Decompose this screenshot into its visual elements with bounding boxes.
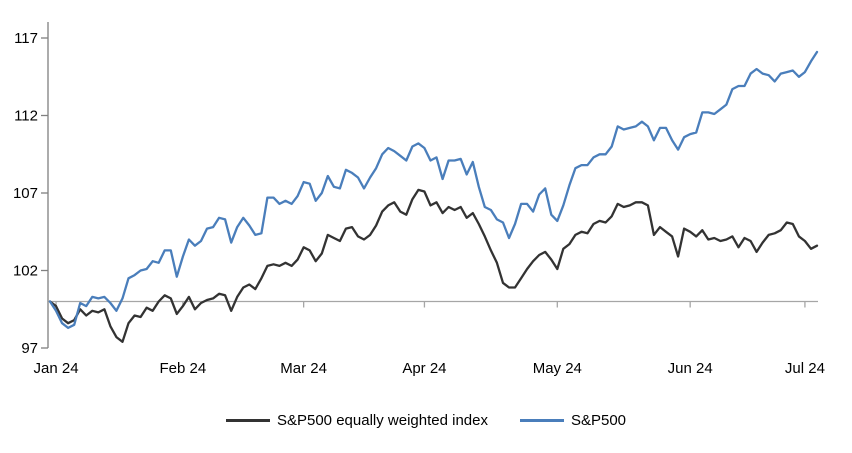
chart-legend: S&P500 equally weighted index S&P500	[0, 412, 852, 429]
sp500-equal-weight-line	[48, 188, 819, 343]
y-axis-tick-label: 107	[13, 185, 38, 202]
y-axis-tick-label: 102	[13, 263, 38, 280]
y-axis-tick-label: 117	[14, 30, 38, 47]
x-axis-tick-label: Jun 24	[668, 360, 713, 377]
x-axis-tick-label: Feb 24	[160, 360, 207, 377]
x-axis-tick-label: Apr 24	[402, 360, 446, 377]
legend-label-sp500: S&P500	[570, 412, 627, 429]
sp500-equal-weight-legend-line	[225, 419, 270, 422]
legend-item-sp500-equal-weight: S&P500 equally weighted index	[225, 412, 488, 429]
x-axis-tick-label: Jan 24	[34, 360, 79, 377]
y-axis-tick-label: 97	[21, 340, 38, 357]
sp500-legend-line	[519, 419, 564, 422]
indexed-performance-chart: 97 102 107 112 117 Jan 24 Feb 24 Mar 24 Apr 24 Ma…	[13, 22, 825, 377]
y-axis-tick-label: 112	[14, 108, 38, 125]
x-axis-tick-label: Jul 24	[785, 360, 825, 377]
legend-item-sp500: S&P500	[519, 412, 627, 429]
legend-label-sp500-equal-weight: S&P500 equally weighted index	[276, 412, 488, 429]
sp500-line	[48, 50, 819, 330]
x-axis-tick-label: May 24	[533, 360, 582, 377]
x-axis-tick-label: Mar 24	[280, 360, 327, 377]
